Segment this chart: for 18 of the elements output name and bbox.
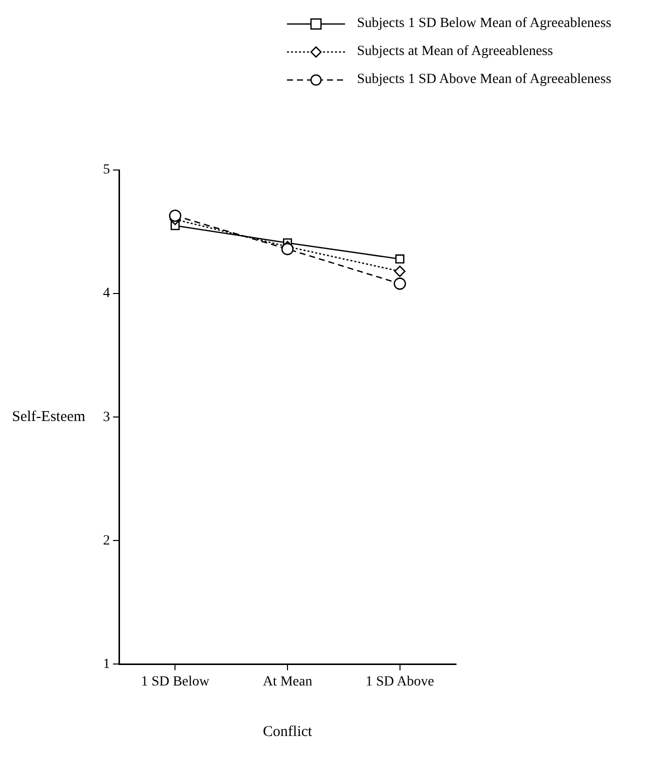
y-tick-label: 3 — [103, 410, 110, 425]
y-tick-label: 1 — [103, 656, 110, 672]
y-tick-label: 4 — [103, 286, 110, 302]
y-tick-label: 5 — [103, 162, 110, 178]
point — [395, 254, 404, 264]
point — [281, 242, 294, 256]
legend-label: Subjects 1 SD Above Mean of Agreeableness — [357, 72, 612, 88]
legend-label: Subjects 1 SD Below Mean of Agreeableness — [357, 16, 612, 32]
y-tick-label: 2 — [103, 533, 110, 548]
x-axis-title: Conflict — [262, 724, 313, 740]
point — [394, 266, 406, 277]
x-tick-label: At Mean — [262, 674, 312, 690]
point — [169, 210, 182, 222]
legend-label: Subjects at Mean of Agreeableness — [357, 44, 553, 60]
point — [394, 278, 406, 290]
x-tick-label: 1 SD Above — [366, 674, 434, 690]
y-axis-title: Self-Esteem — [12, 409, 86, 426]
x-tick-label: 1 SD Below — [140, 674, 210, 690]
